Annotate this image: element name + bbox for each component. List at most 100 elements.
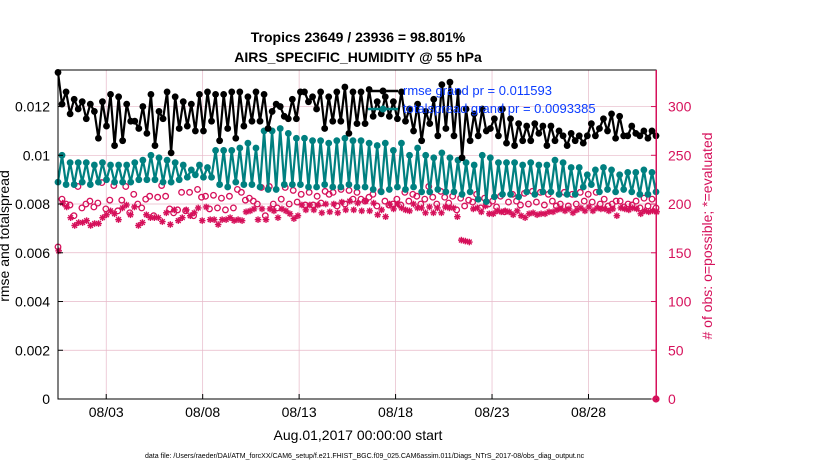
rmse-point <box>220 90 228 98</box>
asterisk-stroke <box>454 213 461 220</box>
obs-evaluated-point <box>350 206 358 214</box>
totalspread-point <box>70 181 78 188</box>
rmse-point <box>410 127 417 135</box>
totalspread-point <box>462 159 470 167</box>
totalspread-point <box>62 181 70 188</box>
totalspread-point <box>503 159 510 167</box>
obs-evaluated-point <box>605 207 613 215</box>
totalspread-point <box>499 190 506 198</box>
obs-evaluated-point <box>366 207 373 215</box>
rmse-point <box>325 93 333 101</box>
totalspread-point <box>86 181 94 188</box>
totalspread-point <box>616 171 624 179</box>
obs-evaluated-point <box>577 204 585 212</box>
asterisk-stroke <box>586 204 592 210</box>
asterisk-stroke <box>155 214 162 221</box>
totalspread-point <box>583 171 591 179</box>
obs-possible-point <box>345 186 353 194</box>
totalspread-point <box>123 161 131 169</box>
rmse-point <box>373 98 381 106</box>
asterisk-stroke <box>111 210 118 217</box>
rmse-point <box>337 117 345 125</box>
obs-evaluated-point <box>250 205 258 213</box>
obs-evaluated-point <box>338 198 346 206</box>
obs-evaluated-point <box>163 209 170 217</box>
rmse-point <box>503 139 510 147</box>
rmse-point <box>212 90 219 98</box>
asterisk-stroke <box>478 208 485 215</box>
asterisk-stroke <box>63 204 70 210</box>
obs-evaluated-point <box>466 238 473 246</box>
rmse-point <box>418 137 426 145</box>
obs-possible-point <box>86 197 94 205</box>
asterisk-stroke <box>279 206 285 212</box>
totalspread-point <box>66 159 74 167</box>
rmse-point <box>446 78 454 86</box>
obs-evaluated-point <box>358 207 365 215</box>
rmse-point <box>438 81 446 89</box>
totalspread-point <box>361 183 369 191</box>
totalspread-point <box>579 183 587 191</box>
obs-possible-point <box>218 194 225 202</box>
rmse-point <box>381 93 389 101</box>
totalspread-point <box>511 159 518 167</box>
obs-evaluated-point <box>334 209 342 217</box>
totalspread-point <box>571 190 579 198</box>
totalspread-point <box>204 164 211 171</box>
obs-possible-point <box>313 192 321 200</box>
asterisk-stroke <box>506 208 513 215</box>
asterisk-stroke <box>71 222 78 229</box>
asterisk-stroke <box>107 207 114 214</box>
rmse-point <box>499 105 506 113</box>
totalspread-point <box>486 154 494 162</box>
rmse-point <box>288 95 296 103</box>
rmse-point <box>361 120 369 128</box>
obs-possible-point <box>146 192 154 200</box>
asterisk-stroke <box>283 207 289 214</box>
obs-possible-point <box>441 193 449 201</box>
rmse-point <box>196 90 203 98</box>
asterisk-stroke <box>637 210 644 217</box>
obs-evaluated-point <box>310 206 318 214</box>
y-right-tick-label: 250 <box>668 147 692 163</box>
obs-evaluated-point <box>186 212 194 220</box>
totalspread-point <box>264 186 272 193</box>
totalspread-point <box>507 190 514 198</box>
totalspread-point <box>466 188 474 196</box>
totalspread-point <box>406 151 413 159</box>
obs-possible-point <box>429 193 437 201</box>
rmse-point <box>317 88 325 96</box>
asterisk-stroke <box>633 206 640 212</box>
rmse-point <box>369 112 377 120</box>
rmse-point <box>389 98 397 106</box>
asterisk-stroke <box>187 212 194 219</box>
asterisk-stroke <box>590 207 596 214</box>
totalspread-point <box>353 183 361 191</box>
obs-possible-point <box>289 186 297 194</box>
asterisk-stroke <box>570 209 576 216</box>
totalspread-line <box>56 127 658 203</box>
rmse-point <box>256 117 264 125</box>
totalspread-point <box>167 178 175 186</box>
rmse-point <box>90 108 98 115</box>
obs-possible-point <box>505 198 512 206</box>
totalspread-point <box>515 193 523 201</box>
obs-evaluated-point <box>585 203 593 211</box>
obs-evaluated-point <box>198 217 206 224</box>
obs-evaluated-point <box>127 211 134 219</box>
obs-evaluated-point <box>226 214 234 221</box>
x-tick-label: 08/03 <box>89 404 124 420</box>
y-right-tick-label: 300 <box>668 99 692 115</box>
obs-evaluated-point <box>382 213 389 221</box>
asterisk-stroke <box>263 216 269 223</box>
asterisk-stroke <box>314 202 321 208</box>
totalspread-point <box>208 173 215 181</box>
obs-possible-point <box>532 198 540 206</box>
rmse-point <box>551 137 559 145</box>
rmse-point <box>86 100 94 108</box>
asterisk-stroke <box>426 204 433 210</box>
rmse-point <box>309 93 316 101</box>
rmse-point <box>547 122 555 130</box>
totalspread-point <box>313 183 320 191</box>
y-left-tick-label: 0.002 <box>15 342 50 358</box>
